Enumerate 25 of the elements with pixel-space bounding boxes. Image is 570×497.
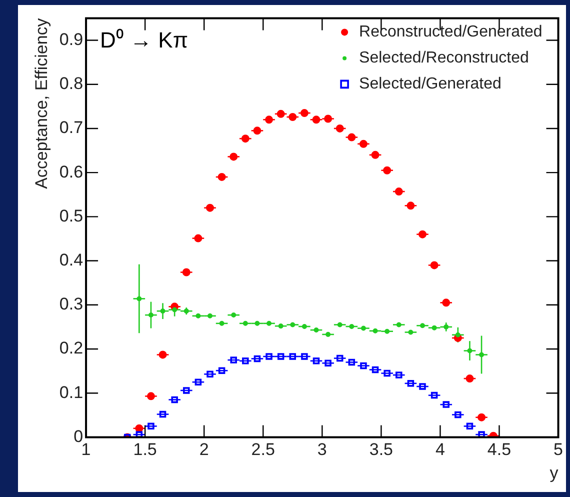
y-tick-label: 0.1: [59, 382, 84, 402]
x-tick-label: 1: [81, 440, 91, 460]
annotation: D⁰ → Kπ: [100, 27, 188, 52]
y-axis-title: Acceptance, Efficiency: [32, 18, 51, 189]
legend-label: Reconstructed/Generated: [359, 24, 542, 41]
y-tick-label: 0.4: [59, 250, 84, 270]
x-tick-label: 5: [554, 440, 564, 460]
x-tick-label: 3: [317, 440, 327, 460]
x-axis-title: y: [550, 463, 559, 482]
y-tick-label: 0.2: [59, 338, 84, 358]
legend-label: Selected/Reconstructed: [359, 50, 529, 67]
y-tick-label: 0.6: [59, 162, 84, 182]
x-tick-label: 4: [435, 440, 445, 460]
y-tick-label: 0.5: [59, 206, 84, 226]
y-tick-label: 0.3: [59, 294, 84, 314]
y-tick-label: 0.8: [59, 74, 84, 94]
x-tick-label: 3.5: [369, 440, 394, 460]
x-tick-label: 2.5: [251, 440, 275, 460]
x-tick-label: 1.5: [133, 440, 157, 460]
y-tick-label: 0.7: [59, 118, 84, 138]
x-tick-label: 4.5: [487, 440, 512, 460]
x-tick-label: 2: [199, 440, 209, 460]
legend-label: Selected/Generated: [359, 76, 502, 93]
y-tick-label: 0: [74, 426, 84, 446]
y-tick-label: 0.9: [59, 30, 84, 49]
